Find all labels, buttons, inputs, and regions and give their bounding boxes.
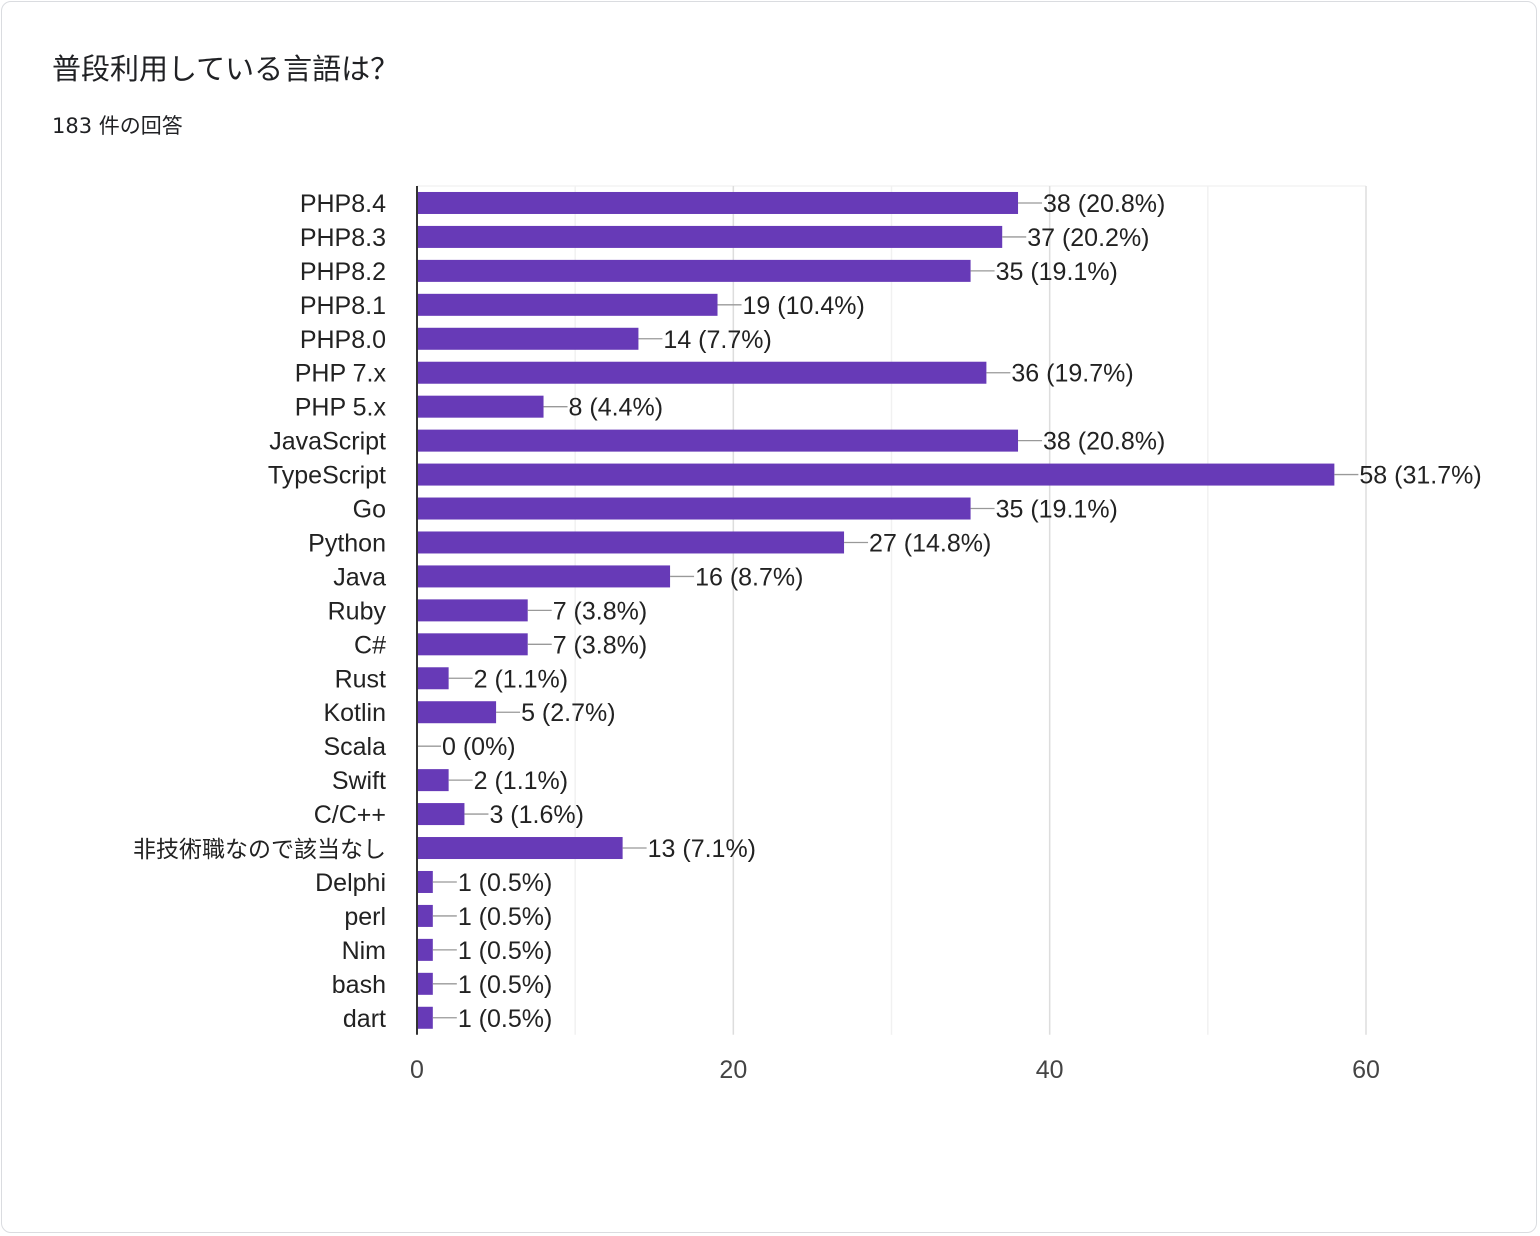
bar	[417, 531, 845, 554]
bar	[417, 803, 465, 826]
bar	[417, 497, 971, 520]
data-label: 19 (10.4%)	[743, 292, 865, 320]
bar	[417, 361, 987, 384]
category-label: PHP 7.x	[295, 360, 387, 388]
category-label: perl	[344, 903, 386, 931]
category-label: Java	[333, 563, 386, 591]
bar	[417, 837, 623, 860]
category-label: 非技術職なので該当なし	[133, 837, 386, 863]
data-label: 37 (20.2%)	[1027, 224, 1149, 252]
data-label: 7 (3.8%)	[553, 597, 647, 625]
category-label: C/C++	[314, 801, 386, 829]
data-label: 3 (1.6%)	[489, 801, 583, 829]
gridlines	[417, 185, 1367, 1035]
bar	[417, 769, 449, 792]
category-label: Python	[308, 529, 386, 557]
category-label: PHP8.4	[300, 190, 386, 218]
bar	[417, 463, 1335, 486]
data-label: 2 (1.1%)	[474, 665, 568, 693]
data-label: 1 (0.5%)	[458, 869, 552, 897]
category-label: Scala	[323, 733, 386, 761]
data-label: 14 (7.7%)	[663, 326, 771, 354]
bar	[417, 633, 528, 656]
data-label: 1 (0.5%)	[458, 971, 552, 999]
x-tick-label: 0	[410, 1056, 424, 1084]
bars	[417, 191, 1359, 1029]
x-tick-label: 20	[719, 1056, 747, 1084]
data-label: 16 (8.7%)	[695, 563, 803, 591]
category-label: bash	[332, 971, 386, 999]
category-label: Kotlin	[323, 699, 386, 727]
bar	[417, 429, 1019, 452]
data-label: 1 (0.5%)	[458, 937, 552, 965]
category-label: PHP 5.x	[295, 394, 387, 422]
data-label: 35 (19.1%)	[996, 496, 1118, 524]
data-label: 38 (20.8%)	[1043, 428, 1165, 456]
bar	[417, 259, 971, 282]
data-label: 0 (0%)	[442, 733, 516, 761]
data-label: 7 (3.8%)	[553, 631, 647, 659]
category-label: Go	[353, 496, 386, 524]
x-tick-label: 40	[1036, 1056, 1064, 1084]
category-label: dart	[343, 1005, 386, 1033]
bar	[417, 938, 433, 961]
bar	[417, 599, 528, 622]
data-label: 38 (20.8%)	[1043, 190, 1165, 218]
category-label: PHP8.0	[300, 326, 386, 354]
category-label: TypeScript	[268, 462, 386, 490]
bar	[417, 327, 639, 350]
bar	[417, 667, 449, 690]
data-label: 8 (4.4%)	[569, 394, 663, 422]
bar	[417, 225, 1003, 248]
category-label: JavaScript	[269, 428, 386, 456]
category-label: PHP8.3	[300, 224, 386, 252]
chart-title: 普段利用している言語は？	[52, 52, 400, 86]
category-label: Ruby	[328, 597, 387, 625]
data-label: 36 (19.7%)	[1011, 360, 1133, 388]
data-label: 27 (14.8%)	[869, 529, 991, 557]
category-label: C#	[354, 631, 386, 659]
bar	[417, 293, 718, 316]
bar	[417, 565, 671, 588]
response-count: 183 件の回答	[52, 114, 183, 138]
category-label: Rust	[335, 665, 386, 693]
category-label: Swift	[332, 767, 386, 795]
bar	[417, 701, 497, 724]
category-label: Nim	[342, 937, 386, 965]
labels: 38 (20.8%) PHP8.4 37 (20.2%) PHP8.3 35 (19.1…	[133, 190, 1482, 1084]
bar	[417, 395, 544, 418]
bar	[417, 191, 1019, 214]
data-label: 58 (31.7%)	[1359, 462, 1481, 490]
category-label: PHP8.2	[300, 258, 386, 286]
bar	[417, 972, 433, 995]
bar	[417, 870, 433, 893]
data-label: 1 (0.5%)	[458, 903, 552, 931]
data-label: 1 (0.5%)	[458, 1005, 552, 1033]
bar	[417, 904, 433, 927]
data-label: 13 (7.1%)	[648, 835, 756, 863]
bar	[417, 1006, 433, 1029]
category-label: Delphi	[315, 869, 386, 897]
category-label: PHP8.1	[300, 292, 386, 320]
data-label: 2 (1.1%)	[474, 767, 568, 795]
data-label: 5 (2.7%)	[521, 699, 615, 727]
x-tick-label: 60	[1352, 1056, 1380, 1084]
data-label: 35 (19.1%)	[996, 258, 1118, 286]
